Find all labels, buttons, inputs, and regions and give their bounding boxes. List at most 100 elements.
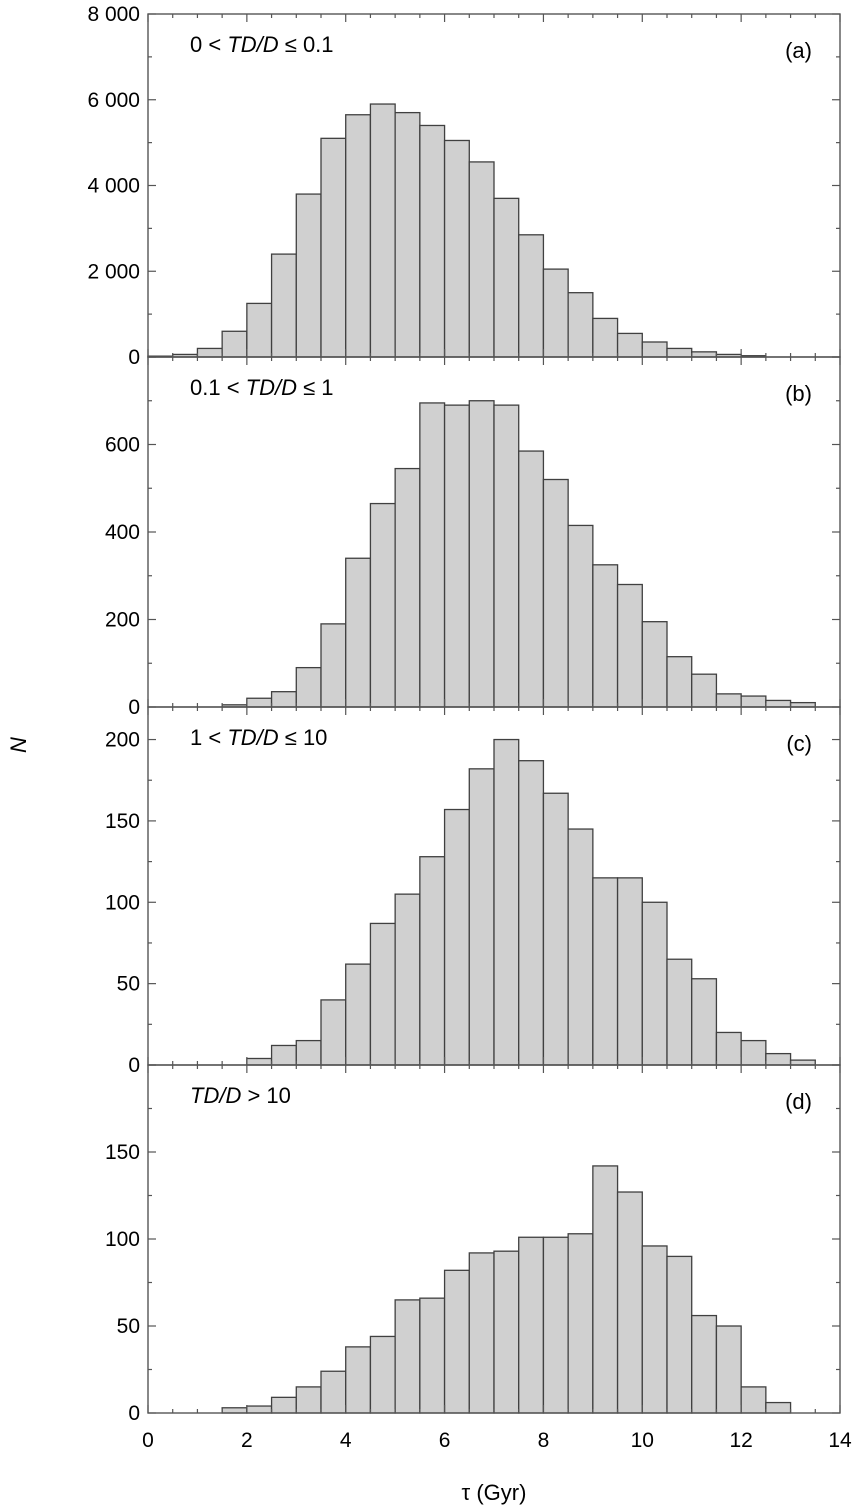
histogram-bar	[345, 1346, 372, 1414]
histogram-bar	[419, 1297, 446, 1414]
histogram-bar	[641, 1245, 668, 1414]
histogram-bar	[345, 557, 372, 708]
panel-a: 0 2 000 4 000 6 000 8 000 0 < TD/D ≤ 0.1 (a)	[87, 3, 841, 369]
panel-c: 0 50 100 150 200 1 < TD/D ≤ 10 (c)	[105, 706, 841, 1077]
histogram-bar	[493, 738, 520, 1066]
histogram-bar	[666, 347, 693, 358]
histogram-bar	[567, 292, 594, 358]
histogram-bar	[246, 697, 273, 708]
histogram-bar	[592, 317, 619, 358]
histogram-bar	[443, 404, 470, 708]
histogram-bar	[246, 1057, 273, 1066]
histogram-bar	[592, 877, 619, 1066]
x-tick-label: 6	[439, 1429, 451, 1452]
y-tick-label: 200	[105, 609, 140, 632]
histogram-bar	[765, 1401, 792, 1414]
histogram-bar	[345, 963, 372, 1066]
histogram-bar	[493, 197, 520, 358]
histogram-bar	[419, 402, 446, 708]
histogram-bar	[295, 666, 322, 708]
histogram-bar	[468, 400, 495, 708]
y-axis-title: N	[6, 737, 31, 753]
histogram-bar	[468, 161, 495, 358]
histogram-bar	[616, 877, 643, 1066]
y-tick-label: 6 000	[87, 89, 140, 112]
histogram-bar	[542, 1236, 569, 1414]
panel-letter-label: (a)	[785, 38, 812, 63]
histogram-bar	[320, 623, 347, 708]
y-tick-label: 0	[128, 1054, 140, 1077]
histogram-bar	[691, 1314, 718, 1414]
histogram-bar	[765, 1052, 792, 1066]
histogram-bar	[493, 1250, 520, 1414]
x-tick-label: 14	[828, 1429, 852, 1452]
y-tick-label: 400	[105, 521, 140, 544]
histogram-bar	[369, 922, 396, 1066]
histogram-bar	[715, 1325, 742, 1414]
histogram-bar	[789, 1059, 816, 1066]
histogram-bar	[345, 114, 372, 358]
histogram-bar	[567, 524, 594, 708]
y-tick-label: 150	[105, 810, 140, 833]
y-tick-label: 50	[117, 973, 140, 996]
histogram-bar	[221, 330, 248, 358]
histogram-bar	[270, 691, 297, 708]
histogram-bar	[320, 1370, 347, 1414]
histogram-bar	[765, 699, 792, 708]
histogram-bar	[518, 1236, 545, 1414]
histogram-bar	[394, 467, 421, 708]
histogram-bar	[270, 1396, 297, 1414]
x-tick-label: 0	[142, 1429, 154, 1452]
histogram-bar	[518, 760, 545, 1066]
histogram-bar	[542, 478, 569, 708]
histogram-bar	[715, 1031, 742, 1066]
histogram-bar	[740, 1039, 767, 1066]
histogram-bar	[394, 1299, 421, 1414]
x-tick-label: 12	[729, 1429, 752, 1452]
y-tick-label: 100	[105, 1228, 140, 1251]
histogram-bar	[320, 999, 347, 1066]
panel-frame	[147, 1064, 841, 1414]
x-tick-label: 2	[241, 1429, 253, 1452]
y-tick-label: 0	[128, 1402, 140, 1425]
histogram-bar	[221, 1407, 248, 1414]
x-tick-label: 10	[631, 1429, 654, 1452]
histogram-bar	[493, 404, 520, 708]
panel-condition-label: 0.1 < TD/D ≤ 1	[190, 375, 334, 400]
histogram-bar	[666, 958, 693, 1066]
histogram-bar	[320, 137, 347, 358]
histogram-bar	[518, 234, 545, 358]
histogram-bar	[443, 808, 470, 1066]
y-tick-label: 8 000	[87, 3, 140, 26]
x-tick-label: 4	[340, 1429, 352, 1452]
histogram-bar	[196, 347, 223, 358]
y-tick-label: 100	[105, 891, 140, 914]
histogram-bar	[666, 656, 693, 708]
panel-letter-label: (b)	[785, 381, 812, 406]
y-tick-label: 200	[105, 729, 140, 752]
histogram-bar	[295, 1039, 322, 1066]
histogram-bar	[592, 1165, 619, 1414]
histogram-bar	[740, 1386, 767, 1414]
histogram-bar	[468, 768, 495, 1066]
histogram-bar	[616, 583, 643, 708]
panel-condition-label: TD/D > 10	[190, 1083, 291, 1108]
panel-b: 0 200 400 600 0.1 < TD/D ≤ 1 (b)	[105, 356, 841, 719]
panel-condition-label: 0 < TD/D ≤ 0.1	[190, 32, 334, 57]
histogram-bar	[666, 1255, 693, 1414]
y-tick-label: 0	[128, 346, 140, 369]
histogram-bar	[616, 1191, 643, 1414]
histogram-bar	[641, 341, 668, 358]
histogram-bar	[270, 1044, 297, 1066]
histogram-bar	[567, 828, 594, 1066]
histogram-bar	[419, 856, 446, 1066]
y-tick-label: 0	[128, 696, 140, 719]
histogram-bar	[715, 693, 742, 708]
histogram-bar	[616, 332, 643, 358]
x-tick-label: 8	[538, 1429, 550, 1452]
panel-d: 0 50 100 150 0 2 4 6 8 10 12 14 TD/D > 10 (d)	[105, 1064, 852, 1452]
panel-letter-label: (d)	[785, 1089, 812, 1114]
y-tick-label: 4 000	[87, 175, 140, 198]
histogram-bar	[691, 978, 718, 1066]
